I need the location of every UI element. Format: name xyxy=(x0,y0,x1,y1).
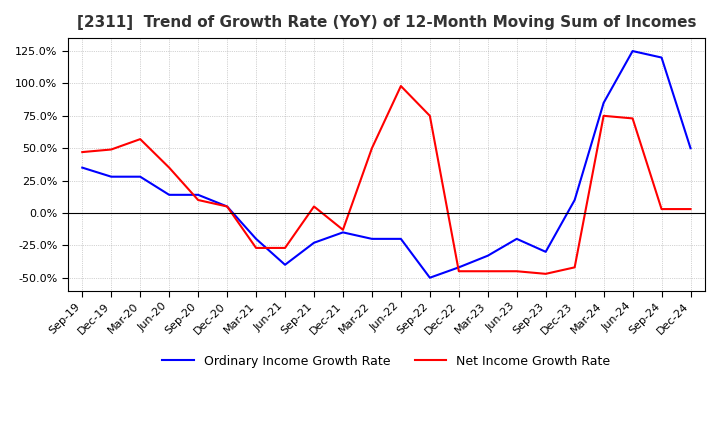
Net Income Growth Rate xyxy=(136,136,145,142)
Net Income Growth Rate xyxy=(252,245,261,250)
Net Income Growth Rate xyxy=(194,198,202,203)
Ordinary Income Growth Rate xyxy=(194,192,202,198)
Ordinary Income Growth Rate xyxy=(513,236,521,242)
Net Income Growth Rate xyxy=(483,268,492,274)
Net Income Growth Rate xyxy=(599,113,608,118)
Ordinary Income Growth Rate xyxy=(165,192,174,198)
Net Income Growth Rate xyxy=(368,146,377,151)
Net Income Growth Rate xyxy=(338,227,347,232)
Net Income Growth Rate xyxy=(513,268,521,274)
Ordinary Income Growth Rate xyxy=(426,275,434,280)
Net Income Growth Rate xyxy=(454,268,463,274)
Ordinary Income Growth Rate xyxy=(570,198,579,203)
Net Income Growth Rate xyxy=(629,116,637,121)
Net Income Growth Rate xyxy=(426,113,434,118)
Ordinary Income Growth Rate xyxy=(107,174,115,180)
Ordinary Income Growth Rate xyxy=(281,262,289,268)
Legend: Ordinary Income Growth Rate, Net Income Growth Rate: Ordinary Income Growth Rate, Net Income … xyxy=(158,350,616,373)
Ordinary Income Growth Rate xyxy=(252,236,261,242)
Ordinary Income Growth Rate xyxy=(368,236,377,242)
Net Income Growth Rate xyxy=(657,206,666,212)
Ordinary Income Growth Rate xyxy=(657,55,666,60)
Ordinary Income Growth Rate xyxy=(629,48,637,54)
Ordinary Income Growth Rate xyxy=(686,146,695,151)
Ordinary Income Growth Rate xyxy=(541,249,550,254)
Net Income Growth Rate xyxy=(541,271,550,276)
Net Income Growth Rate xyxy=(165,165,174,170)
Title: [2311]  Trend of Growth Rate (YoY) of 12-Month Moving Sum of Incomes: [2311] Trend of Growth Rate (YoY) of 12-… xyxy=(76,15,696,30)
Ordinary Income Growth Rate xyxy=(78,165,86,170)
Ordinary Income Growth Rate xyxy=(310,240,318,246)
Line: Ordinary Income Growth Rate: Ordinary Income Growth Rate xyxy=(82,51,690,278)
Ordinary Income Growth Rate xyxy=(397,236,405,242)
Net Income Growth Rate xyxy=(222,204,231,209)
Net Income Growth Rate xyxy=(281,245,289,250)
Ordinary Income Growth Rate xyxy=(599,100,608,106)
Ordinary Income Growth Rate xyxy=(222,204,231,209)
Net Income Growth Rate xyxy=(686,206,695,212)
Net Income Growth Rate xyxy=(78,150,86,155)
Ordinary Income Growth Rate xyxy=(483,253,492,258)
Net Income Growth Rate xyxy=(310,204,318,209)
Net Income Growth Rate xyxy=(107,147,115,152)
Net Income Growth Rate xyxy=(397,84,405,89)
Net Income Growth Rate xyxy=(570,265,579,270)
Ordinary Income Growth Rate xyxy=(338,230,347,235)
Ordinary Income Growth Rate xyxy=(454,265,463,270)
Line: Net Income Growth Rate: Net Income Growth Rate xyxy=(82,86,690,274)
Ordinary Income Growth Rate xyxy=(136,174,145,180)
